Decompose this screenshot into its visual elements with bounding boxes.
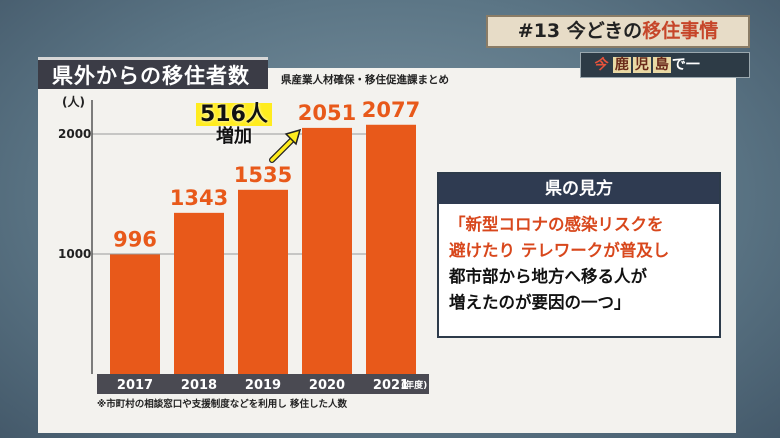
- series-stamp-2: 児: [632, 57, 651, 73]
- x-axis-band: [97, 374, 429, 394]
- data-label: 2077: [362, 98, 420, 122]
- x-tick-label: 2019: [245, 378, 281, 393]
- data-label: 1343: [170, 186, 228, 210]
- view-line-2: 避けたり テレワークが普及し: [449, 241, 670, 260]
- y-axis-unit: (人): [62, 94, 85, 109]
- x-tick-label: 2020: [309, 378, 345, 393]
- view-body: 「新型コロナの感染リスクを 避けたり テレワークが普及し 都市部から地方へ移る人…: [439, 204, 719, 324]
- data-label: 2051: [298, 101, 356, 125]
- bar: [302, 127, 352, 374]
- bar: [174, 212, 224, 374]
- increase-label: 増加: [215, 126, 252, 148]
- bar: [366, 124, 416, 374]
- bar: [110, 254, 160, 374]
- view-line-4: 増えたのが要因の一つ」: [449, 293, 631, 312]
- data-label: 1535: [234, 163, 292, 187]
- footnote: ※市町村の相談窓口や支援制度などを利用し 移住した人数: [97, 399, 348, 410]
- bar: [238, 189, 288, 374]
- series-ima: 今: [593, 57, 607, 73]
- x-tick-label: 2018: [181, 378, 217, 393]
- increase-arrow-head: [284, 128, 302, 146]
- x-tick-label: 2021: [373, 378, 409, 393]
- x-axis-unit: (年度): [401, 379, 427, 391]
- episode-prefix: #13 今どきの: [517, 20, 643, 42]
- prefecture-view-panel: 県の見方 「新型コロナの感染リスクを 避けたり テレワークが普及し 都市部から地…: [437, 172, 721, 338]
- data-label: 996: [113, 227, 157, 251]
- increase-amount: 516人: [196, 103, 272, 126]
- episode-highlight: 移住事情: [642, 20, 719, 42]
- source-note: 県産業人材確保・移住促進課まとめ: [281, 74, 449, 86]
- series-stamp-1: 鹿: [612, 57, 631, 73]
- view-line-3: 都市部から地方へ移る人が: [449, 267, 647, 286]
- episode-title: #13 今どきの移住事情: [486, 15, 750, 48]
- series-tail: で一: [671, 57, 700, 73]
- series-logo: 今 鹿児島で一: [580, 52, 750, 78]
- y-tick-label: 2000: [58, 127, 91, 141]
- view-line-1: 「新型コロナの感染リスクを: [449, 215, 664, 234]
- chart-title: 県外からの移住者数: [38, 57, 268, 89]
- increase-callout: 516人 増加: [196, 103, 272, 147]
- series-stamp-3: 島: [652, 57, 671, 73]
- x-tick-label: 2017: [117, 378, 153, 393]
- view-heading: 県の見方: [439, 174, 719, 204]
- y-tick-label: 1000: [58, 247, 91, 261]
